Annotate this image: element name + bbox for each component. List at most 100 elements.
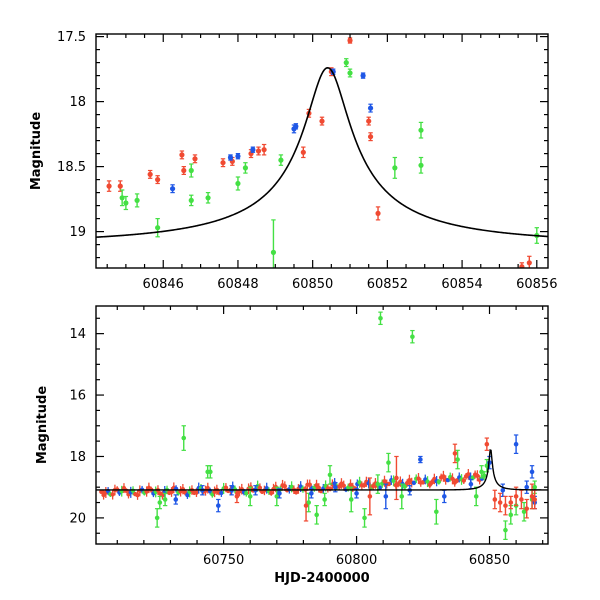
data-point-green: [521, 501, 527, 522]
x-tick-label: 60850: [469, 553, 510, 568]
x-tick-label: 60750: [203, 553, 244, 568]
data-point-green: [155, 218, 161, 238]
data-point-green: [386, 452, 391, 473]
baseline-point: [425, 476, 430, 488]
data-point-red: [367, 132, 374, 142]
x-tick-label: 60852: [367, 277, 408, 292]
series-green: [119, 58, 540, 268]
baseline-point: [461, 477, 466, 484]
y-tick-label: 19: [69, 225, 86, 240]
bottom-tick-marks: 60750 60800 60850 14 16 18 20: [69, 306, 548, 568]
data-point-red: [503, 495, 508, 516]
data-point-green: [327, 465, 333, 485]
top-model-curve: [96, 67, 548, 238]
y-tick-label: 20: [69, 511, 86, 526]
data-point-blue: [529, 465, 535, 479]
bottom-x-axis-label: HJD-2400000: [274, 571, 369, 586]
data-point-green: [347, 68, 353, 78]
data-point-red: [497, 492, 503, 513]
baseline-point: [361, 482, 367, 488]
x-tick-label: 60800: [336, 553, 377, 568]
data-point-red: [300, 146, 306, 159]
data-point-green: [188, 194, 194, 207]
series-red: [106, 37, 532, 268]
baseline-point: [416, 472, 421, 485]
data-point-red: [319, 116, 325, 126]
data-point-green: [181, 425, 187, 451]
data-point-red: [220, 158, 226, 168]
data-point-blue: [468, 478, 474, 490]
baseline-point: [223, 483, 229, 493]
baseline-point: [303, 486, 308, 493]
data-point-green: [134, 193, 140, 208]
baseline-point: [411, 480, 417, 486]
data-point-blue: [169, 184, 176, 194]
baseline-point: [316, 483, 322, 493]
baseline-point: [481, 470, 487, 481]
baseline-point: [391, 475, 396, 487]
bottom-series-layer: [99, 311, 538, 540]
data-point-red: [367, 477, 373, 516]
baseline-point: [429, 478, 435, 486]
baseline-point: [135, 490, 140, 500]
x-tick-label: 60854: [441, 277, 482, 292]
baseline-point: [402, 483, 408, 490]
data-point-green: [208, 465, 213, 479]
data-point-green: [378, 311, 383, 326]
baseline-point: [454, 478, 460, 484]
data-point-green: [418, 121, 424, 139]
baseline-point: [336, 483, 342, 490]
data-point-green: [479, 465, 484, 479]
data-point-blue: [227, 154, 234, 161]
top-plot-frame: [95, 33, 549, 269]
baseline-point: [475, 470, 480, 482]
baseline-point: [257, 483, 263, 493]
data-point-green: [399, 483, 405, 510]
baseline-point: [445, 477, 451, 483]
baseline-point: [466, 468, 471, 480]
y-tick-label: 16: [69, 389, 86, 404]
baseline-point: [185, 491, 190, 499]
data-point-green: [418, 156, 424, 174]
data-point-green: [306, 492, 312, 513]
data-point-red: [303, 489, 309, 522]
data-point-red: [261, 143, 267, 156]
data-point-green: [278, 154, 284, 166]
data-point-red: [366, 116, 372, 126]
bottom-model-curve: [96, 449, 548, 491]
data-point-red: [484, 437, 490, 451]
data-point-green: [242, 162, 249, 174]
data-point-green: [119, 189, 125, 207]
data-point-green: [348, 486, 354, 513]
data-point-red: [179, 150, 185, 160]
data-point-red: [375, 206, 381, 221]
data-point-blue: [293, 123, 299, 130]
baseline-point: [110, 489, 115, 500]
bottom-y-axis-label: Magnitude: [35, 386, 50, 465]
baseline-point: [450, 473, 455, 485]
baseline-point: [341, 480, 346, 491]
top-series-layer: [106, 37, 540, 268]
baseline-point: [436, 478, 442, 485]
y-tick-label: 18: [69, 95, 86, 110]
top-panel: 60846 60848 60850 60852 60854 60856 17.5 18 18.5…: [29, 30, 557, 292]
data-point-blue: [524, 480, 530, 494]
data-point-red: [492, 489, 498, 510]
data-point-blue: [367, 103, 374, 113]
data-point-green: [410, 329, 415, 344]
baseline-point: [169, 487, 174, 497]
data-point-green: [392, 156, 398, 179]
y-tick-label: 17.5: [57, 30, 86, 45]
y-tick-label: 18: [69, 450, 86, 465]
baseline-point: [441, 470, 446, 482]
series-green: [154, 311, 538, 540]
data-point-red: [526, 255, 532, 268]
data-point-red: [452, 443, 458, 464]
data-point-blue: [173, 494, 179, 505]
data-point-red: [255, 146, 262, 156]
data-point-red: [155, 175, 161, 185]
top-tick-marks: 60846 60848 60850 60852 60854 60856 17.5 18 18.5…: [57, 30, 557, 292]
data-point-green: [154, 508, 160, 528]
data-point-green: [157, 495, 163, 510]
data-point-blue: [418, 455, 423, 464]
